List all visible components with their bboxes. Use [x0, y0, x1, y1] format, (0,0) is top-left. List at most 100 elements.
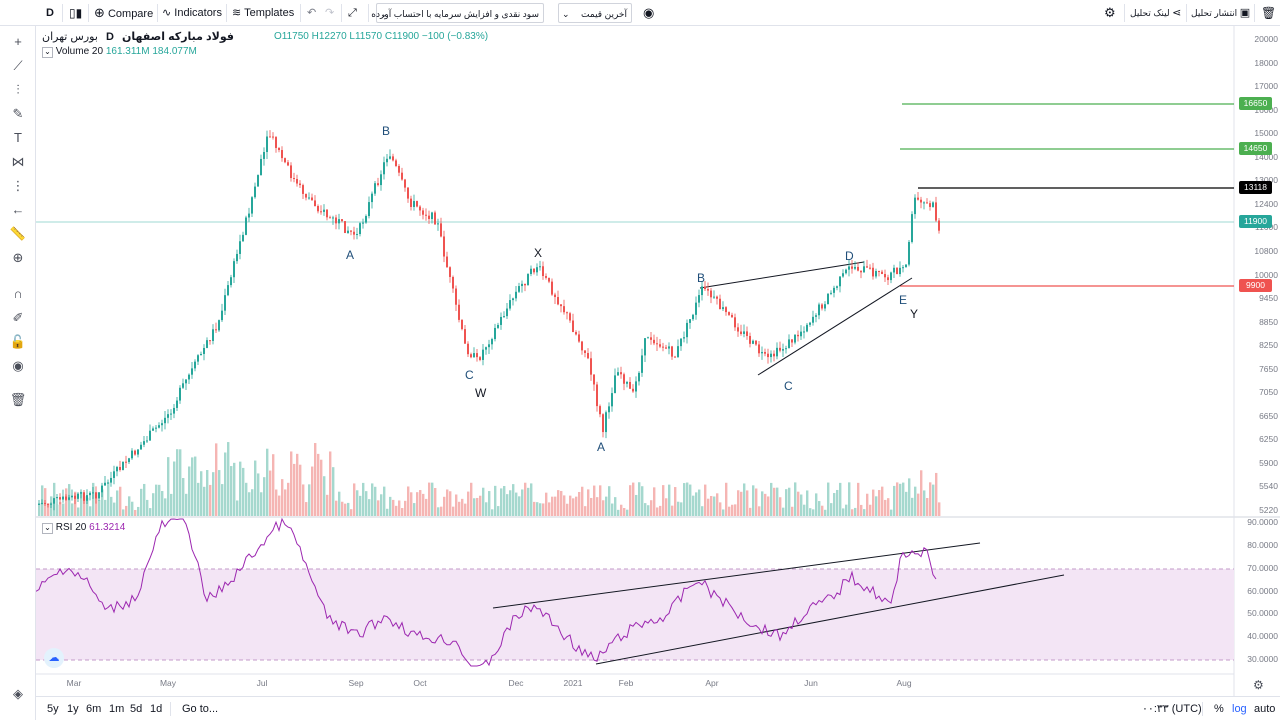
candle-body	[260, 158, 262, 176]
lock-icon[interactable]: 🔓	[9, 334, 27, 349]
templates-button[interactable]: ≋ Templates	[232, 3, 294, 23]
brush-icon[interactable]: ✎	[12, 106, 24, 121]
candle-body	[248, 213, 250, 218]
separator	[341, 4, 342, 22]
price-type-dropdown[interactable]: ⌄ آخرین قیمت	[558, 3, 632, 23]
arrow-left-icon[interactable]: ←	[11, 202, 25, 217]
dividend-adjust-dropdown[interactable]: ⌄ سود نقدی و افزایش سرمایه با احتساب آور…	[371, 3, 544, 23]
cloud-icon[interactable]: ☁	[44, 648, 64, 668]
forecast-icon[interactable]: ⋮	[11, 178, 25, 193]
fullscreen-icon[interactable]: ⤢	[348, 7, 357, 19]
candle-body	[146, 440, 148, 442]
candles-icon[interactable]: ▯▮	[69, 6, 83, 20]
candle-body	[752, 340, 754, 344]
compare-button[interactable]: ⊕ Compare	[94, 3, 153, 23]
goto-button[interactable]: Go to...	[182, 703, 219, 715]
candle-body	[878, 271, 880, 273]
trendline-icon[interactable]: ⟋	[13, 58, 23, 73]
lock-drawing-icon[interactable]: ✐	[12, 310, 24, 325]
candle-body	[683, 337, 685, 339]
candle-body	[818, 304, 820, 316]
collapse-icon[interactable]: ⌄	[42, 47, 53, 58]
ruler-icon[interactable]: 📏	[9, 226, 27, 241]
time-tick: Mar	[66, 678, 82, 688]
time-tick: Aug	[896, 678, 912, 688]
candle-body	[104, 482, 106, 486]
volume-bar	[125, 505, 128, 516]
redo-icon[interactable]: ↷	[325, 7, 335, 19]
price-tick: 10000	[1254, 269, 1278, 280]
candle-body	[872, 267, 874, 277]
range-1y[interactable]: 1y	[67, 703, 79, 715]
candle-body	[119, 466, 121, 470]
trendline-lower[interactable]	[757, 277, 913, 376]
candle-body	[581, 341, 583, 351]
link-analysis-button[interactable]: لینک تحلیل ⋖	[1130, 3, 1181, 23]
volume-bar	[77, 507, 80, 516]
candle-body	[176, 400, 178, 408]
volume-bar	[584, 506, 587, 516]
candle-body	[905, 264, 907, 268]
range-5y[interactable]: 5y	[47, 703, 59, 715]
range-1d[interactable]: 1d	[150, 703, 163, 715]
candle-body	[782, 349, 784, 351]
volume-bar	[689, 484, 692, 516]
volume-bar	[536, 502, 539, 516]
layers-icon[interactable]: ◈	[13, 686, 23, 701]
auto-toggle[interactable]: auto	[1254, 703, 1276, 715]
pattern-icon[interactable]: ⋈	[11, 154, 25, 169]
range-6m[interactable]: 6m	[86, 703, 102, 715]
text-icon[interactable]: T	[14, 130, 22, 145]
candle-body	[38, 503, 40, 505]
candle-body	[137, 449, 139, 455]
trash-icon[interactable]: 🗑	[1261, 6, 1277, 20]
collapse-icon[interactable]: ⌄	[42, 523, 53, 534]
candle-body	[800, 331, 802, 337]
range-1m[interactable]: 1m	[109, 703, 125, 715]
trendline-upper[interactable]	[699, 261, 865, 289]
candle-body	[650, 337, 652, 340]
gear-icon[interactable]: ⚙	[1104, 5, 1116, 20]
candle-body	[185, 379, 187, 384]
undo-icon[interactable]: ↶	[307, 7, 317, 19]
price-tick: 6250	[1259, 434, 1278, 445]
magnet-icon[interactable]: ∩	[13, 286, 23, 301]
chart-svg[interactable]	[36, 26, 1280, 696]
volume-bar	[59, 502, 62, 516]
candle-body	[860, 270, 862, 273]
candle-body	[251, 197, 253, 214]
percent-toggle[interactable]: %	[1214, 703, 1224, 715]
eye-icon[interactable]: ◉	[643, 5, 655, 20]
rsi-trendline-upper[interactable]	[492, 542, 981, 609]
volume-bar	[677, 501, 680, 516]
volume-bar	[152, 493, 155, 516]
zoom-in-icon[interactable]: ⊕	[12, 250, 24, 265]
indicators-button[interactable]: ∿ Indicators	[162, 3, 222, 23]
interval-button[interactable]: D	[46, 7, 54, 19]
volume-bar	[266, 448, 269, 516]
range-5d[interactable]: 5d	[130, 703, 143, 715]
crosshair-icon[interactable]: +	[14, 34, 22, 49]
publish-analysis-button[interactable]: انتشار تحلیل ▣	[1191, 3, 1250, 23]
candles[interactable]	[38, 130, 940, 511]
gear-icon[interactable]: ⚙	[1253, 678, 1264, 692]
log-toggle[interactable]: log	[1232, 703, 1247, 715]
eye-icon[interactable]: ◉	[12, 358, 24, 373]
rsi-trendline-lower[interactable]	[595, 574, 1065, 665]
candle-body	[515, 291, 517, 299]
wave-label-a2: A	[597, 440, 606, 454]
candle-body	[53, 498, 55, 504]
candle-body	[812, 316, 814, 323]
candle-body	[296, 179, 298, 184]
volume-bar	[617, 509, 620, 516]
volume-bar	[389, 496, 392, 516]
trash-icon[interactable]: 🗑	[9, 392, 27, 407]
candle-body	[935, 202, 937, 221]
candle-body	[827, 293, 829, 305]
candle-body	[440, 223, 442, 237]
candle-body	[356, 234, 358, 236]
chart-area[interactable]: بورس تهران D فولاد مبارکه اصفهان O11750 …	[36, 26, 1280, 696]
pitchfork-icon[interactable]: ⫶	[16, 82, 20, 97]
drawing-toolbar: + ⟋ ⫶ ✎ T ⋈ ⋮ ← 📏 ⊕ ∩ ✐ 🔓 ◉ 🗑 ◈	[0, 26, 36, 720]
volume-bar	[878, 490, 881, 516]
